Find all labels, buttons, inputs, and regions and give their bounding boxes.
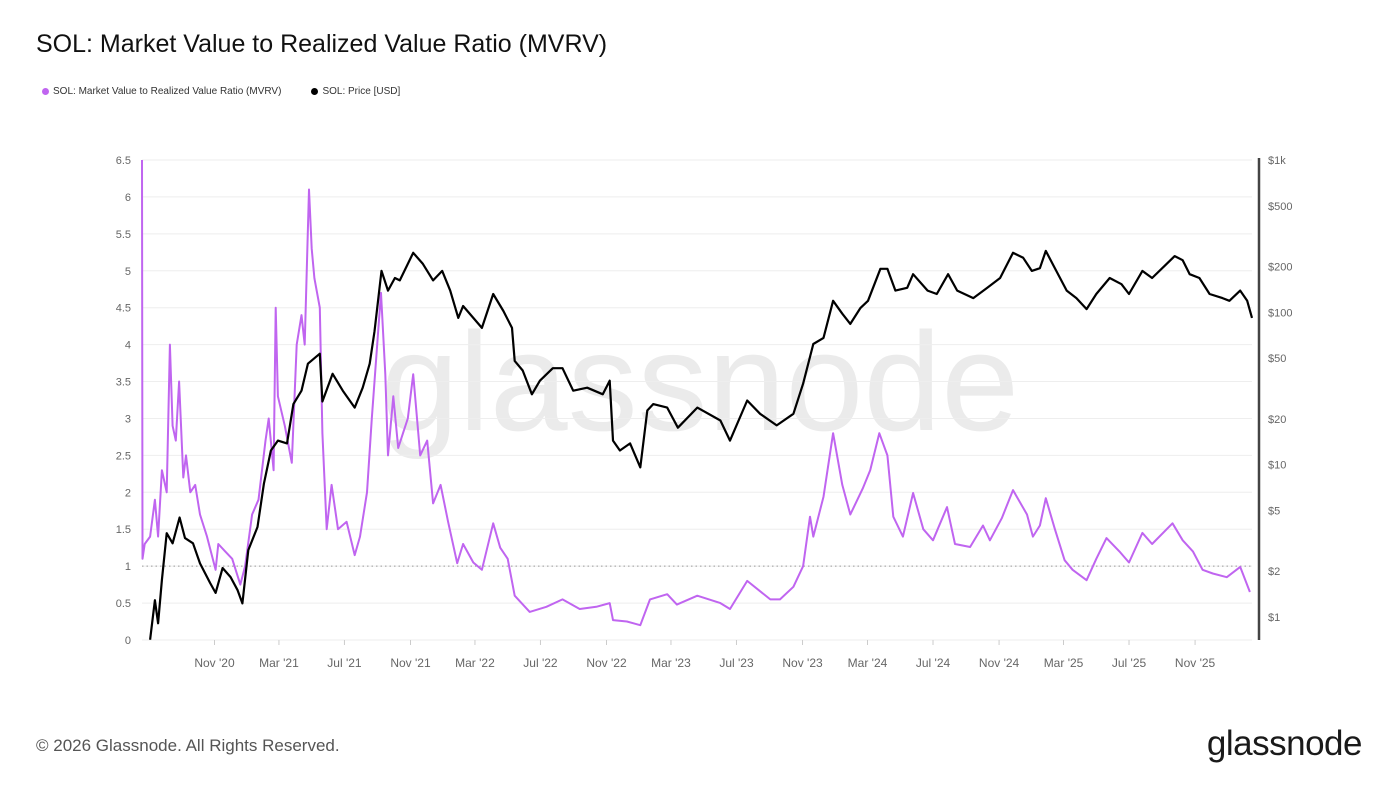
price-series-line	[149, 249, 1254, 640]
x-tick-label: Jul '25	[1112, 656, 1147, 670]
legend-item-price[interactable]: SOL: Price [USD]	[311, 86, 400, 97]
y-right-tick-label: $1	[1268, 612, 1280, 624]
x-tick-label: Mar '22	[455, 656, 495, 670]
legend-dot-price-icon	[311, 88, 319, 95]
x-tick-label: Mar '25	[1044, 656, 1084, 670]
x-tick-label: Nov '20	[194, 656, 235, 670]
y-right-tick-label: $5	[1268, 506, 1280, 518]
chart-title: SOL: Market Value to Realized Value Rati…	[36, 30, 608, 58]
y-right-tick-label: $10	[1268, 460, 1286, 472]
y-left-tick-label: 0	[125, 635, 131, 647]
x-tick-label: Nov '23	[782, 656, 823, 670]
legend-label: SOL: Price [USD]	[322, 86, 401, 97]
x-tick-label: Mar '21	[259, 656, 299, 670]
legend-dot-mvrv-icon	[42, 88, 49, 95]
y-right-tick-label: $1k	[1268, 155, 1286, 167]
y-left-tick-label: 4	[125, 340, 131, 352]
y-left-tick-label: 1	[125, 561, 131, 573]
y-right-tick-label: $2	[1268, 566, 1280, 578]
x-tick-label: Mar '23	[651, 656, 691, 670]
mvrv-series-line	[141, 159, 1251, 627]
y-left-tick-label: 0.5	[116, 598, 131, 610]
x-tick-label: Nov '25	[1175, 656, 1216, 670]
x-tick-label: Jul '24	[916, 656, 951, 670]
y-right-tick-label: $20	[1268, 414, 1286, 426]
x-tick-label: Nov '24	[979, 656, 1020, 670]
y-left-tick-label: 5.5	[116, 229, 131, 241]
y-left-tick-label: 3	[125, 413, 131, 425]
y-left-tick-label: 6	[125, 192, 131, 204]
x-tick-label: Mar '24	[848, 656, 888, 670]
legend: SOL: Market Value to Realized Value Rati…	[42, 86, 400, 97]
x-tick-label: Jul '23	[719, 656, 754, 670]
y-left-tick-label: 1.5	[116, 524, 131, 536]
glassnode-logo: glassnode	[1206, 724, 1363, 763]
y-left-tick-label: 2.5	[116, 450, 131, 462]
x-tick-label: Jul '21	[327, 656, 362, 670]
y-left-tick-label: 6.5	[116, 155, 131, 167]
legend-item-mvrv[interactable]: SOL: Market Value to Realized Value Rati…	[42, 86, 281, 97]
y-left-tick-label: 4.5	[116, 303, 131, 315]
x-tick-label: Jul '22	[523, 656, 558, 670]
y-left-tick-label: 3.5	[116, 377, 131, 389]
y-right-tick-label: $200	[1268, 261, 1292, 273]
y-right-tick-label: $500	[1268, 201, 1292, 213]
copyright-footer: © 2026 Glassnode. All Rights Reserved.	[36, 736, 340, 755]
x-tick-label: Nov '21	[390, 656, 431, 670]
y-right-tick-label: $50	[1268, 353, 1286, 365]
x-tick-label: Nov '22	[586, 656, 627, 670]
y-left-tick-label: 2	[125, 487, 131, 499]
y-left-tick-label: 5	[125, 266, 131, 278]
y-right-tick-label: $100	[1268, 307, 1292, 319]
legend-label: SOL: Market Value to Realized Value Rati…	[53, 86, 282, 97]
